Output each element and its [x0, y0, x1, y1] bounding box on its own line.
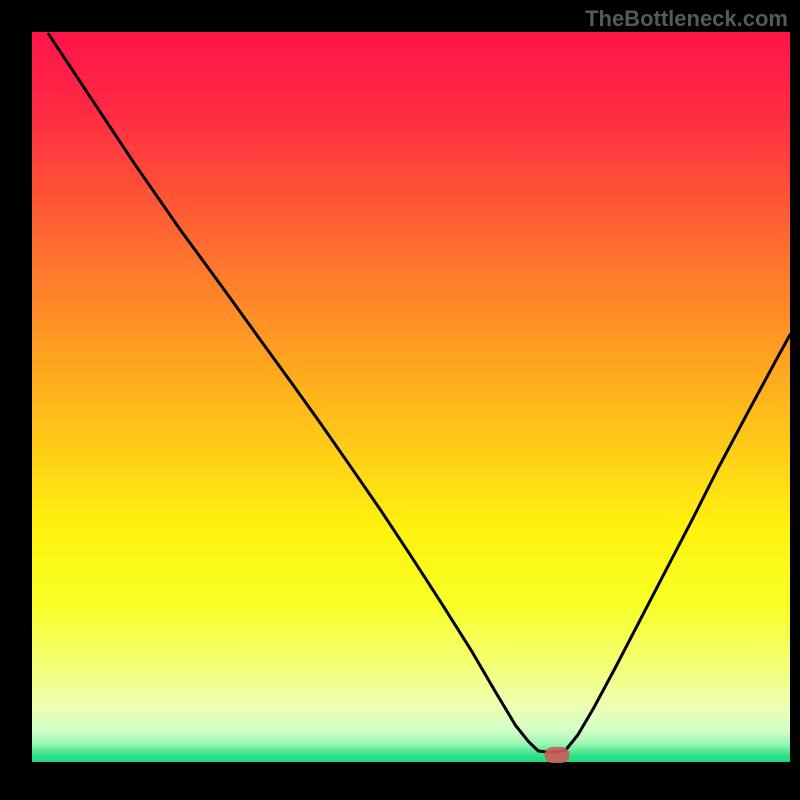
- chart-container: TheBottleneck.com: [0, 0, 800, 800]
- bottleneck-curve-layer: [0, 0, 800, 800]
- attribution-text: TheBottleneck.com: [585, 6, 788, 32]
- bottleneck-curve: [49, 34, 790, 752]
- optimal-point-marker: [544, 747, 569, 763]
